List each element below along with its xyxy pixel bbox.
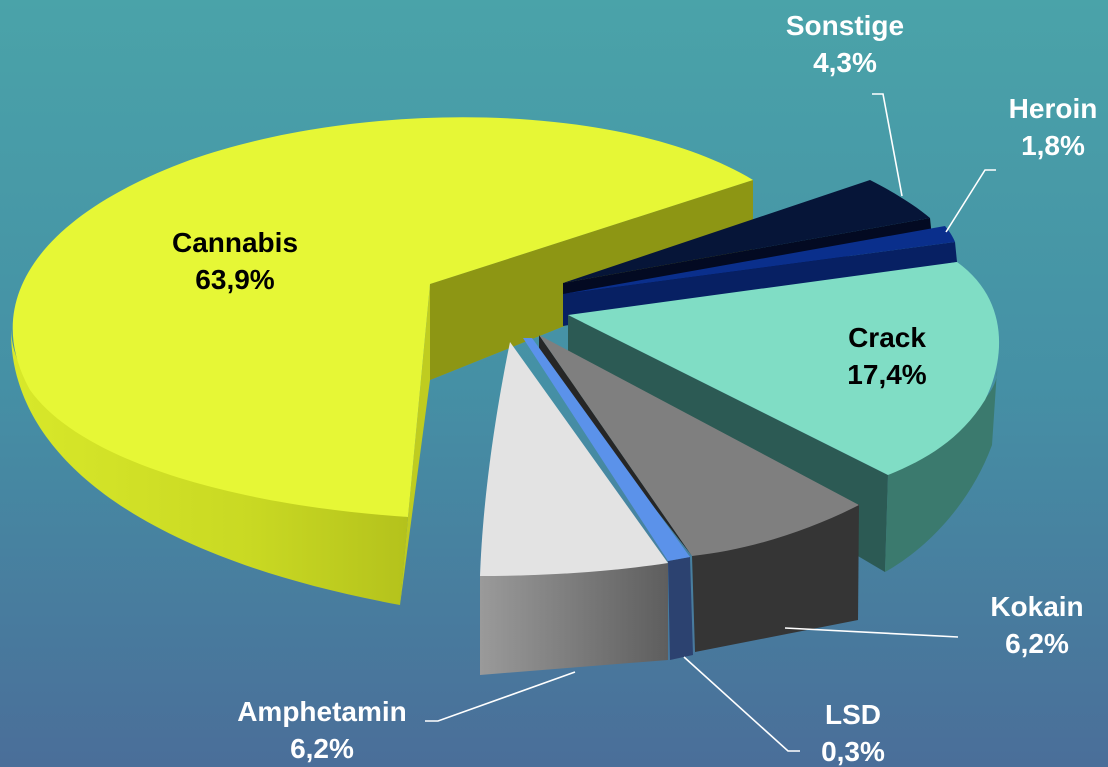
value-crack: 17,4% bbox=[847, 359, 926, 390]
slice-tops bbox=[12, 117, 1000, 576]
label-kokain: Kokain bbox=[990, 591, 1083, 622]
slice-lsd bbox=[523, 338, 690, 561]
slice-sonstige bbox=[563, 180, 930, 283]
leader-lines bbox=[425, 93, 996, 752]
value-kokain: 6,2% bbox=[1005, 628, 1069, 659]
value-cannabis: 63,9% bbox=[195, 264, 274, 295]
slice-labels: Cannabis 63,9% Sonstige 4,3% Heroin 1,8% Crack… bbox=[172, 10, 1097, 767]
leader-heroin bbox=[945, 169, 996, 233]
slice-cannabis-cut-2 bbox=[400, 284, 430, 605]
value-sonstige: 4,3% bbox=[813, 47, 877, 78]
slice-kokain-side bbox=[692, 504, 859, 652]
slice-amphetamin-side bbox=[480, 563, 668, 675]
slice-kokain bbox=[539, 335, 859, 556]
leader-kokain bbox=[784, 627, 959, 638]
leader-lsd bbox=[683, 656, 800, 752]
label-lsd: LSD bbox=[825, 699, 881, 730]
label-heroin: Heroin bbox=[1009, 93, 1098, 124]
slice-heroin bbox=[563, 226, 955, 294]
label-sonstige: Sonstige bbox=[786, 10, 904, 41]
slice-crack bbox=[568, 262, 1000, 475]
leader-amphetamin bbox=[425, 671, 576, 722]
slice-amphetamin bbox=[480, 342, 668, 576]
leader-sonstige bbox=[872, 93, 903, 197]
value-heroin: 1,8% bbox=[1021, 130, 1085, 161]
slice-cannabis-side bbox=[10, 330, 408, 605]
label-amphetamin: Amphetamin bbox=[237, 696, 407, 727]
label-cannabis: Cannabis bbox=[172, 227, 298, 258]
value-lsd: 0,3% bbox=[821, 736, 885, 767]
label-crack: Crack bbox=[848, 322, 926, 353]
slice-cannabis bbox=[12, 117, 754, 517]
slice-lsd-side bbox=[668, 557, 693, 660]
value-amphetamin: 6,2% bbox=[290, 733, 354, 764]
